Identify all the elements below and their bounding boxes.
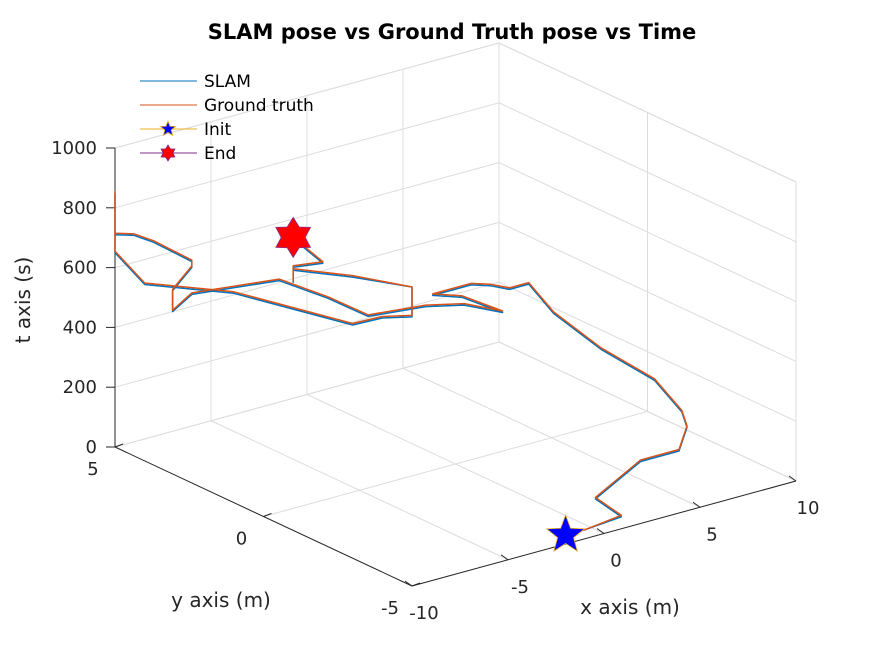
y-tick xyxy=(114,443,124,448)
legend-label: Init xyxy=(204,120,232,140)
legend-label: SLAM xyxy=(204,72,251,92)
marker-init xyxy=(545,513,586,553)
legend-label: Ground truth xyxy=(204,96,314,116)
x-tick-label: 5 xyxy=(706,524,717,545)
marker-end xyxy=(275,216,312,259)
y-axis-label: y axis (m) xyxy=(171,588,271,612)
y-tick-label: 0 xyxy=(236,529,247,550)
x-tick xyxy=(500,554,509,561)
y-tick xyxy=(263,513,272,517)
z-tick-label: 400 xyxy=(63,317,97,338)
x-tick xyxy=(404,580,413,587)
z-tick-label: 800 xyxy=(63,198,97,219)
z-tick-label: 200 xyxy=(63,377,97,398)
x-axis-label: x axis (m) xyxy=(580,595,680,619)
y-tick-label: 5 xyxy=(87,459,98,480)
z-tick-label: 1000 xyxy=(51,138,97,159)
x-tick-label: -5 xyxy=(511,577,529,598)
z-tick-label: 0 xyxy=(86,437,97,458)
z-axis-label: t axis (s) xyxy=(11,257,35,344)
box-edge xyxy=(498,42,797,183)
x-tick-label: 0 xyxy=(610,551,621,572)
grid-line xyxy=(263,411,648,517)
marker-layer xyxy=(275,216,586,553)
series-layer xyxy=(114,190,688,537)
chart-title: SLAM pose vs Ground Truth pose vs Time xyxy=(208,20,697,44)
z-tick-label: 600 xyxy=(63,258,97,279)
y-tick xyxy=(411,582,421,587)
x-tick xyxy=(692,501,701,508)
legend-marker-end xyxy=(160,144,176,162)
legend[interactable]: SLAM Ground truth Init End xyxy=(140,72,314,164)
x-tick xyxy=(596,528,605,534)
legend-marker-init xyxy=(159,119,177,137)
x-tick-label: 10 xyxy=(797,498,820,519)
y-tick-label: -5 xyxy=(381,598,399,619)
legend-label: End xyxy=(204,144,236,164)
box-edge xyxy=(114,42,500,149)
x-tick xyxy=(788,475,797,482)
series-ground-truth-line xyxy=(114,190,688,536)
x-tick-label: -10 xyxy=(409,603,438,624)
